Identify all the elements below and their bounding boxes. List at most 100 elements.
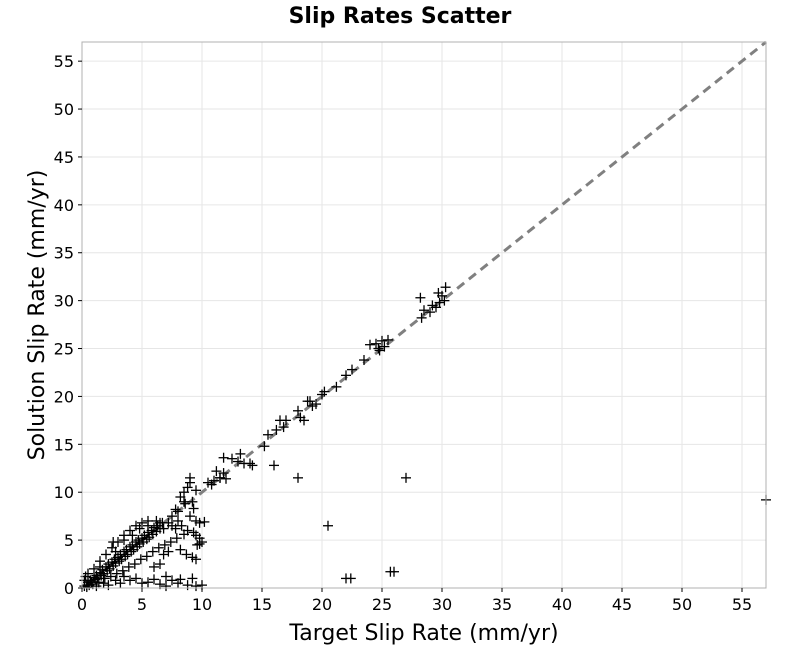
data-point xyxy=(141,534,152,545)
data-point xyxy=(311,399,321,410)
data-point xyxy=(98,578,109,589)
data-point xyxy=(389,566,399,577)
data-point xyxy=(371,338,381,349)
data-point xyxy=(187,573,198,584)
data-point xyxy=(170,504,181,515)
x-tick-label: 55 xyxy=(732,595,752,614)
data-point xyxy=(114,556,125,567)
data-point xyxy=(175,544,186,555)
data-point xyxy=(105,571,116,582)
data-point xyxy=(331,381,342,392)
x-tick-label: 15 xyxy=(252,595,272,614)
data-point xyxy=(180,498,191,509)
x-tick-label: 0 xyxy=(77,595,87,614)
data-point xyxy=(278,422,289,433)
data-point xyxy=(137,517,147,528)
data-point xyxy=(143,577,153,588)
data-point xyxy=(161,581,171,592)
data-point xyxy=(269,460,279,471)
x-tick-label: 20 xyxy=(312,595,332,614)
data-point xyxy=(191,485,201,496)
y-tick-label: 20 xyxy=(54,387,74,406)
x-tick-label: 45 xyxy=(612,595,632,614)
data-point xyxy=(192,539,203,550)
y-tick-label: 55 xyxy=(54,52,74,71)
data-point xyxy=(401,472,411,483)
data-point xyxy=(345,573,356,584)
data-point xyxy=(111,568,122,579)
data-point xyxy=(233,456,243,467)
y-tick-label: 25 xyxy=(54,340,74,359)
data-point xyxy=(99,573,110,584)
data-point xyxy=(341,370,351,381)
data-point xyxy=(127,530,138,541)
data-point xyxy=(171,533,182,544)
data-point xyxy=(188,503,199,514)
data-point xyxy=(117,565,128,576)
data-point xyxy=(211,466,222,477)
plot-frame xyxy=(81,41,767,589)
x-axis-ticks: 0 5 10 15 20 25 30 35 40 45 50 55 xyxy=(77,588,752,614)
data-point xyxy=(120,551,131,562)
data-point xyxy=(81,582,92,593)
data-point xyxy=(119,535,129,546)
data-points xyxy=(79,282,771,593)
data-point xyxy=(119,571,129,582)
data-point xyxy=(101,549,111,560)
data-point xyxy=(115,578,126,589)
x-tick-label: 50 xyxy=(672,595,692,614)
data-point xyxy=(194,517,205,528)
data-point xyxy=(319,386,330,397)
data-point xyxy=(425,307,435,318)
data-point xyxy=(125,575,135,586)
data-point xyxy=(221,473,231,484)
data-point xyxy=(299,415,309,426)
data-point xyxy=(167,511,177,522)
data-point xyxy=(108,537,119,548)
data-point xyxy=(182,580,193,591)
data-point xyxy=(149,574,159,585)
data-point xyxy=(206,479,217,490)
data-point xyxy=(158,549,169,560)
data-point xyxy=(293,405,303,416)
data-point xyxy=(147,546,158,557)
data-point xyxy=(185,472,195,483)
y-axis-ticks: 0 5 10 15 20 25 30 35 40 45 50 55 xyxy=(54,52,82,598)
data-point xyxy=(323,520,333,531)
data-point xyxy=(123,561,134,572)
data-point xyxy=(379,341,390,352)
chart-title: Slip Rates Scatter xyxy=(289,4,512,29)
data-point xyxy=(167,575,177,586)
data-point xyxy=(416,312,427,323)
data-point xyxy=(158,523,169,534)
data-point xyxy=(419,305,429,316)
data-point xyxy=(149,561,159,572)
data-point xyxy=(434,297,445,308)
data-point xyxy=(191,581,201,592)
y-tick-label: 5 xyxy=(64,531,74,550)
data-point xyxy=(373,343,384,354)
data-point xyxy=(155,559,165,570)
data-point xyxy=(347,364,357,375)
data-point xyxy=(181,549,192,560)
data-point xyxy=(179,496,189,507)
data-point xyxy=(89,563,99,574)
y-tick-label: 45 xyxy=(54,148,74,167)
data-point xyxy=(165,537,176,548)
data-point xyxy=(126,546,137,557)
data-point xyxy=(95,561,105,572)
data-point xyxy=(302,396,313,407)
x-tick-label: 30 xyxy=(432,595,452,614)
data-point xyxy=(129,559,140,570)
data-point xyxy=(185,511,195,522)
y-tick-label: 0 xyxy=(64,579,74,598)
data-point xyxy=(259,441,270,452)
data-point xyxy=(227,453,237,464)
data-point xyxy=(194,538,205,549)
data-point xyxy=(199,516,210,527)
data-point xyxy=(365,339,375,350)
y-tick-label: 40 xyxy=(54,196,74,215)
data-point xyxy=(191,554,201,565)
data-point xyxy=(179,529,189,540)
